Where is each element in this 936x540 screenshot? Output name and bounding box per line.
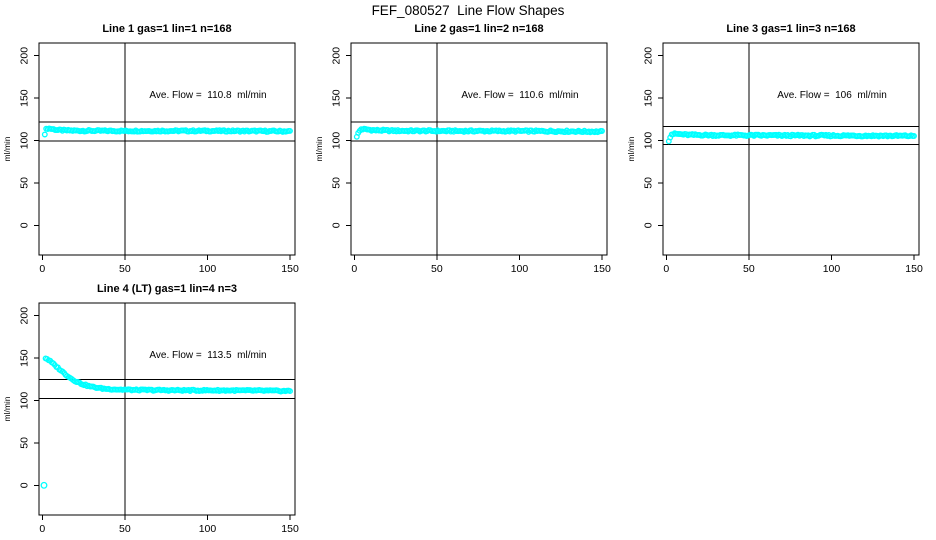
y-axis-tick-label: 150 (19, 89, 31, 107)
panel-3-ave-flow-annotation: Ave. Flow = 106 ml/min (777, 90, 887, 101)
x-axis-tick-label: 150 (905, 263, 923, 275)
y-axis-tick-label: 200 (19, 47, 31, 65)
x-axis-tick-label: 50 (119, 523, 131, 535)
x-axis-tick-label: 100 (199, 263, 217, 275)
y-axis-tick-label: 100 (331, 132, 343, 150)
data-point (911, 133, 917, 139)
y-axis-tick-label: 50 (331, 177, 343, 189)
data-points (41, 125, 293, 138)
data-points (40, 355, 293, 489)
panel-1-title: Line 1 gas=1 lin=1 n=168 (102, 23, 232, 35)
x-axis-tick-label: 150 (593, 263, 611, 275)
x-axis-tick-label: 50 (743, 263, 755, 275)
data-point (41, 131, 48, 138)
y-axis-label: ml/min (2, 396, 12, 421)
data-point (287, 127, 293, 134)
y-axis-tick-label: 0 (643, 222, 655, 228)
y-axis-tick-label: 100 (19, 132, 31, 150)
y-axis-tick-label: 0 (19, 222, 31, 228)
x-axis-tick-label: 50 (431, 263, 443, 275)
data-points (665, 130, 917, 145)
panel-1-ave-flow-annotation: Ave. Flow = 110.8 ml/min (149, 90, 267, 101)
y-axis-tick-label: 150 (643, 89, 655, 107)
x-axis-tick-label: 0 (351, 263, 357, 275)
y-axis-tick-label: 50 (19, 437, 31, 449)
y-axis-tick-label: 150 (19, 349, 31, 367)
panel-3-title: Line 3 gas=1 lin=3 n=168 (726, 23, 856, 35)
plot-box (38, 302, 296, 516)
panel-4-title: Line 4 (LT) gas=1 lin=4 n=3 (96, 283, 238, 295)
y-axis-tick-label: 100 (643, 132, 655, 150)
panel-4-ave-flow-annotation: Ave. Flow = 113.5 ml/min (149, 350, 267, 361)
data-point (667, 134, 674, 141)
plot-box (350, 42, 608, 256)
outlier-data-point (40, 481, 48, 489)
panel-2-plot: 0 50 100 150 0 50 100 150 200 ml/min (314, 42, 611, 275)
panel-4-plot: 0 50 100 150 0 50 100 150 200 ml/min (2, 302, 299, 535)
data-points (353, 125, 605, 140)
y-axis-tick-label: 200 (643, 47, 655, 65)
plot-box (38, 42, 296, 256)
chart-panel-1: 0 50 100 150 0 50 100 150 200 ml/min Line 1 gas=1… (0, 20, 312, 280)
y-axis-tick-label: 200 (331, 47, 343, 65)
x-axis-tick-label: 100 (511, 263, 529, 275)
chart-panel-3: 0 50 100 150 0 50 100 150 200 ml/min Line 3 gas=1… (624, 20, 936, 280)
y-axis-tick-label: 200 (19, 307, 31, 325)
y-axis-tick-label: 50 (643, 177, 655, 189)
plot-box (662, 42, 920, 256)
panel-2-title: Line 2 gas=1 lin=2 n=168 (414, 23, 544, 35)
y-axis-tick-label: 0 (19, 482, 31, 488)
panel-1-plot: 0 50 100 150 0 50 100 150 200 ml/min (2, 42, 299, 275)
x-axis-tick-label: 0 (39, 263, 45, 275)
y-axis-tick-label: 100 (19, 392, 31, 410)
x-axis-tick-label: 150 (281, 523, 299, 535)
y-axis-tick-label: 150 (331, 89, 343, 107)
x-axis-tick-label: 0 (663, 263, 669, 275)
data-point (287, 388, 293, 395)
y-axis-label: ml/min (2, 136, 12, 161)
x-axis-tick-label: 100 (199, 523, 217, 535)
y-axis-tick-label: 0 (331, 222, 343, 228)
x-axis-tick-label: 0 (39, 523, 45, 535)
x-axis-tick-label: 50 (119, 263, 131, 275)
x-axis-tick-label: 150 (281, 263, 299, 275)
data-point (599, 128, 605, 134)
panel-2-ave-flow-annotation: Ave. Flow = 110.6 ml/min (461, 90, 579, 101)
figure-title: FEF_080527 Line Flow Shapes (371, 3, 565, 18)
panel-3-plot: 0 50 100 150 0 50 100 150 200 ml/min (626, 42, 923, 275)
y-axis-label: ml/min (626, 136, 636, 161)
chart-panel-4: 0 50 100 150 0 50 100 150 200 ml/min Line 4 (LT) … (0, 280, 312, 540)
chart-panel-2: 0 50 100 150 0 50 100 150 200 ml/min Line 2 gas=1… (312, 20, 624, 280)
y-axis-label: ml/min (314, 136, 324, 161)
y-axis-tick-label: 50 (19, 177, 31, 189)
x-axis-tick-label: 100 (823, 263, 841, 275)
